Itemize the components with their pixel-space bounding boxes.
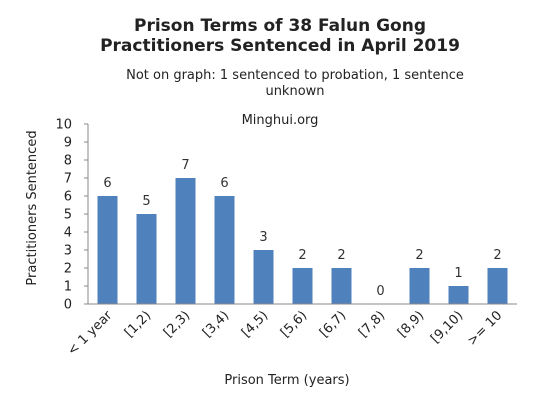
- y-tick-label: 0: [64, 298, 72, 313]
- data-label: 6: [220, 176, 228, 191]
- bar: [331, 268, 352, 304]
- y-tick-label: 9: [64, 136, 72, 151]
- y-tick-label: 10: [55, 118, 72, 133]
- y-tick-label: 2: [64, 262, 72, 277]
- chart-title: Prison Terms of 38 Falun Gong Practition…: [0, 16, 560, 56]
- data-label: 0: [376, 284, 384, 299]
- x-tick-label: [5,6): [278, 308, 310, 340]
- data-label: 6: [103, 176, 111, 191]
- data-labels: 6 5 7 6 3 2 2 0 2 1 2: [103, 158, 501, 299]
- bar: [97, 196, 118, 304]
- chart-title-line2: Practitioners Sentenced in April 2019: [100, 36, 460, 56]
- bar: [136, 214, 157, 304]
- chart-subtitle: Not on graph: 1 sentenced to probation, …: [126, 68, 464, 99]
- data-label: 1: [454, 266, 462, 281]
- data-label: 2: [298, 248, 306, 263]
- y-tick-label: 3: [64, 244, 72, 259]
- x-tick-label: >= 10: [465, 308, 506, 349]
- data-label: 7: [181, 158, 189, 173]
- x-tick-labels: < 1 year [1,2) [2,3) [3,4) [4,5) [5,6) [6,7) [7…: [65, 308, 506, 359]
- x-tick-label: [9,10): [428, 308, 466, 346]
- x-tick-label: [8,9): [395, 308, 427, 340]
- y-tick-label: 4: [64, 226, 72, 241]
- data-label: 2: [493, 248, 501, 263]
- bar: [175, 178, 196, 304]
- bar: [292, 268, 313, 304]
- x-tick-label: [7,8): [356, 308, 388, 340]
- data-label: 2: [415, 248, 423, 263]
- data-label: 3: [259, 230, 267, 245]
- watermark-label: Minghui.org: [241, 113, 319, 128]
- x-tick-label: [3,4): [200, 308, 232, 340]
- y-tick-labels: 0 1 2 3 4 5 6 7 8 9 10: [55, 118, 88, 313]
- y-tick-label: 1: [64, 280, 72, 295]
- x-tick-label: [6,7): [317, 308, 349, 340]
- bar: [214, 196, 235, 304]
- y-tick-label: 6: [64, 190, 72, 205]
- y-tick-label: 7: [64, 172, 72, 187]
- x-tick-label: [4,5): [239, 308, 271, 340]
- x-tick-label: [1,2): [122, 308, 154, 340]
- data-label: 5: [142, 194, 150, 209]
- y-tick-label: 5: [64, 208, 72, 223]
- bar: [487, 268, 508, 304]
- data-label: 2: [337, 248, 345, 263]
- bar: [253, 250, 274, 304]
- y-axis-title: Practitioners Sentenced: [25, 130, 40, 285]
- x-tick-label: < 1 year: [65, 308, 116, 359]
- bar: [409, 268, 430, 304]
- y-tick-label: 8: [64, 154, 72, 169]
- bar: [448, 286, 469, 304]
- x-axis-title: Prison Term (years): [224, 373, 349, 388]
- chart-title-line1: Prison Terms of 38 Falun Gong: [133, 16, 426, 36]
- x-tick-label: [2,3): [161, 308, 193, 340]
- bars-group: [97, 178, 508, 304]
